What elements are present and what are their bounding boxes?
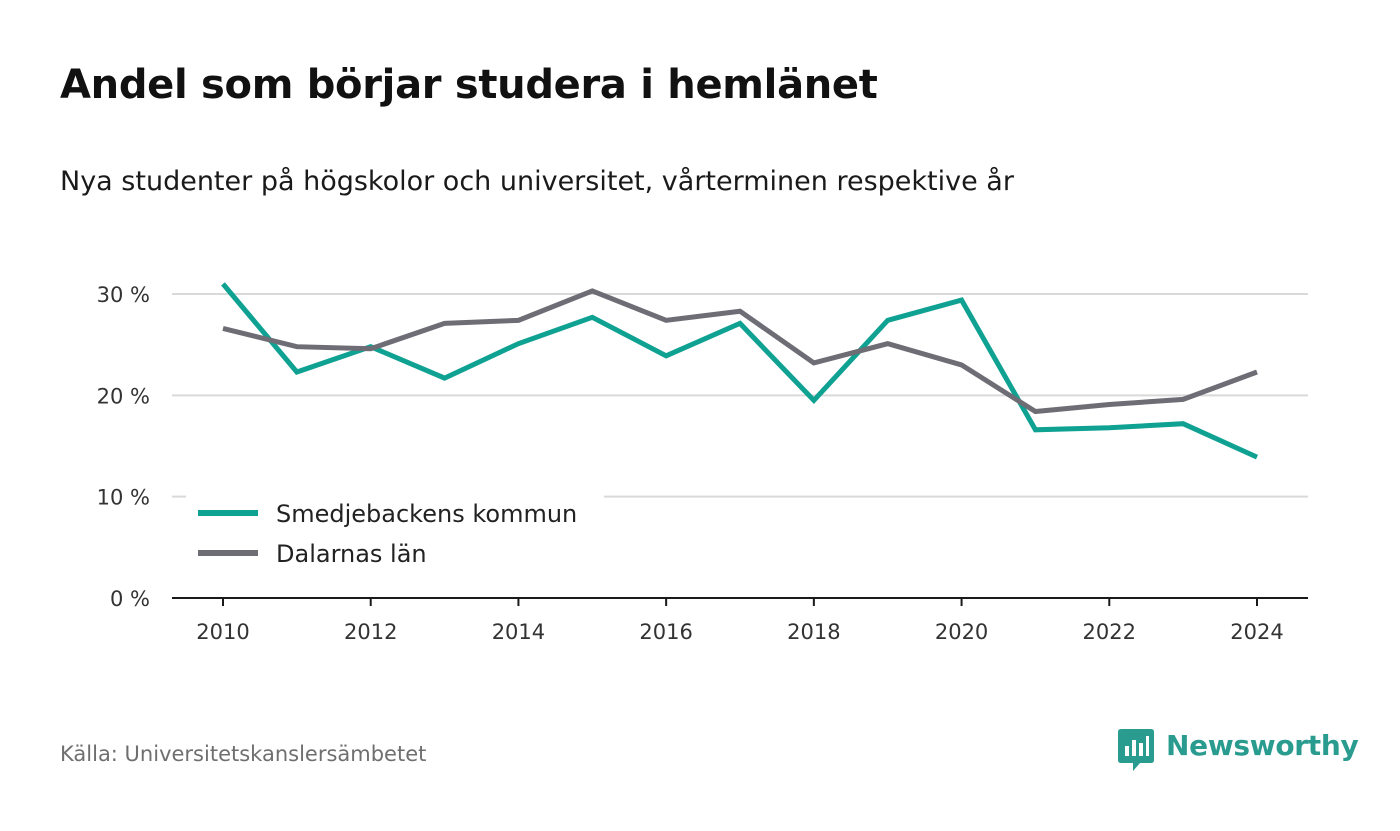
source-note: Källa: Universitetskanslersämbetet (60, 742, 427, 766)
x-tick-label: 2024 (1230, 620, 1283, 644)
x-tick-label: 2022 (1083, 620, 1136, 644)
axes: 0 % 10 % 20 % 30 % 2010 2012 2014 2016 2018 2020 2… (97, 283, 1308, 644)
y-tick-label: 0 % (110, 587, 150, 611)
x-tick-label: 2014 (492, 620, 545, 644)
brand-name: Newsworthy (1166, 729, 1359, 762)
series-lines (221, 282, 1259, 460)
series-line-1 (222, 288, 1258, 415)
chart-subtitle: Nya studenter på högskolor och universit… (60, 166, 1014, 197)
y-tick-label: 30 % (97, 283, 150, 307)
legend-label-1: Dalarnas län (276, 540, 427, 568)
x-tick-label: 2016 (639, 620, 692, 644)
chart-title: Andel som börjar studera i hemlänet (60, 62, 878, 108)
x-tick-label: 2018 (787, 620, 840, 644)
y-tick-label: 20 % (97, 384, 150, 408)
legend: Smedjebackens kommun Dalarnas län (186, 494, 604, 580)
newsworthy-logo-icon (1118, 729, 1154, 771)
legend-label-0: Smedjebackens kommun (276, 500, 577, 528)
x-tick-label: 2010 (196, 620, 249, 644)
x-tick-label: 2020 (935, 620, 988, 644)
series-line-0 (221, 282, 1259, 460)
x-tick-label: 2012 (344, 620, 397, 644)
y-tick-label: 10 % (97, 486, 150, 510)
brand-logo: Newsworthy (1118, 729, 1359, 773)
legend-background (186, 494, 604, 580)
